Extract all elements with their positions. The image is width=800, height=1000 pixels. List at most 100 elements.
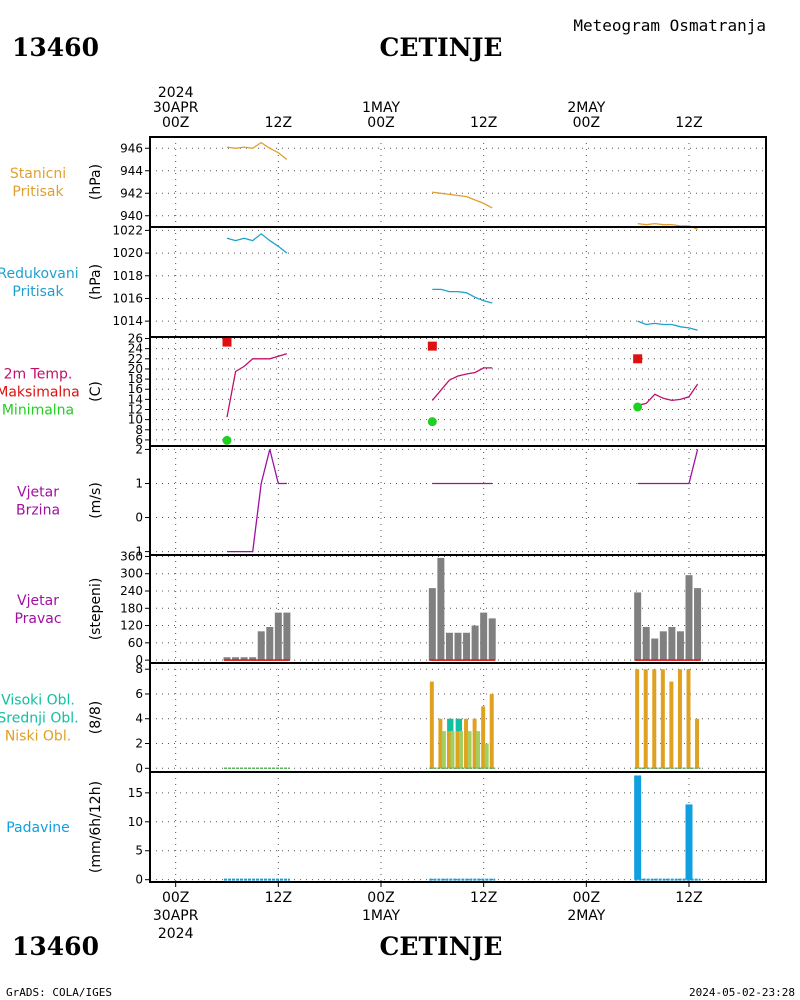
tmin-marker-1 [427,417,437,427]
y-tick-label: 2 [135,737,143,751]
series-line-0 [226,353,288,418]
series-line-1 [432,191,493,209]
bar-17 [642,627,650,661]
station-name-bottom: CETINJE [380,932,503,961]
y-tick-label: 10 [128,413,143,427]
panel-label: Padavine [6,820,70,836]
panel-label: Stanicni [10,166,66,182]
top-tick-label: 12Z [470,115,497,131]
bar-3 [249,657,257,661]
cloud-low-bar-2 [446,718,451,769]
bar-21 [676,631,684,661]
y-axis-label: (8/8) [88,701,104,734]
y-tick-label: 940 [120,209,143,223]
y-tick-label: 1020 [112,246,143,260]
panel-label: Vjetar [17,593,59,609]
bar-23 [694,588,702,661]
series-line-2 [637,320,698,331]
panel-3: -1 0 1 2 (m/s) Vjetar Brzina [16,442,767,559]
cloud-mid-bar-0 [441,731,446,769]
y-tick-label: 22 [128,352,143,366]
panel-6: 0 5 10 15 (mm/6h/12h) Padavine [6,771,767,887]
y-axis-label: (m/s) [88,482,104,519]
top-tick-label: 1MAY [362,100,400,116]
chart-title: Meteogram Osmatranja [573,16,766,35]
y-tick-label: 944 [120,164,143,178]
y-tick-label: 1022 [112,223,143,237]
cloud-low-bar-5 [472,718,477,769]
y-tick-label: 1016 [112,291,143,305]
cloud-low-bar-10 [652,669,657,769]
y-axis-label: (hPa) [88,264,104,300]
bar-2 [240,657,248,661]
y-tick-label: 8 [135,662,143,676]
bar-1 [232,657,240,661]
y-tick-label: 15 [128,786,143,800]
bar-1 [685,804,693,880]
bar-16 [634,592,642,661]
bottom-tick-label: 2MAY [567,908,605,924]
y-tick-label: 2 [135,442,143,456]
cloud-mid-bar-5 [484,743,489,769]
top-tick-label: 00Z [162,115,189,131]
bar-12 [463,632,471,661]
bar-0 [223,657,231,661]
series-line-1 [431,367,493,401]
panel-frame [149,445,767,556]
panel-label: Pritisak [12,284,64,300]
y-tick-label: 0 [135,873,143,887]
cloud-low-bar-0 [429,681,434,769]
y-tick-label: 14 [128,392,143,406]
cloud-low-bar-3 [455,718,460,769]
bar-9 [437,557,445,661]
panel-0: 940 942 944 946 (hPa) Stanicni Pritisak [10,136,767,230]
y-tick-label: 180 [120,601,143,615]
panel-frame [149,226,767,338]
bar-18 [651,638,659,661]
cloud-high-bar-1 [456,718,462,732]
bar-15 [488,618,496,661]
top-tick-label: 2024 [158,85,194,101]
top-tick-label: 00Z [573,115,600,131]
y-tick-label: 0 [135,761,143,775]
panel-label: Pravac [14,611,61,627]
y-axis-label: (hPa) [88,164,104,200]
bottom-tick-label: 2024 [158,926,194,942]
bar-20 [668,627,676,661]
bar-8 [428,588,436,661]
bottom-tick-label: 30APR [153,908,199,924]
y-tick-label: 120 [120,619,143,633]
y-tick-label: 6 [135,687,143,701]
panel-label: Maksimalna [0,385,80,401]
panel-label: Minimalna [2,403,74,419]
panel-label: Vjetar [17,485,59,501]
tmax-marker-2 [633,354,643,364]
panel-5: 0 2 4 6 8 (8/8) Visoki Obl. Srednji Obl. Niski O… [0,662,767,775]
top-tick-label: 12Z [675,115,702,131]
y-tick-label: 1 [135,476,143,490]
y-tick-label: 18 [128,372,143,386]
y-tick-label: 26 [128,332,143,346]
timestamp-text: 2024-05-02-23:28 [689,986,795,999]
y-tick-label: 10 [128,815,143,829]
bar-7 [283,612,291,661]
cloud-mid-bar-4 [476,731,481,769]
y-tick-label: 946 [120,141,143,155]
bottom-time-axis: 00Z 30APR 2024 12Z 00Z 1MAY 12Z 00Z 2MAY 12Z [153,882,703,942]
y-tick-label: 8 [135,423,143,437]
panel-label: Pritisak [12,184,64,200]
y-tick-label: 6 [135,433,143,447]
cloud-low-bar-9 [643,669,648,769]
panel-frame [149,336,767,447]
cloud-mid-bar-3 [467,731,472,769]
tmin-marker-0 [222,435,232,445]
panel-label: Niski Obl. [5,729,71,745]
panel-1: 1014 1016 1018 1020 1022 (hPa) Redukovani Priti… [0,223,767,338]
panel-4: 0 60 120 180 240 300 360 (stepeni) Vjetar Pravac [14,549,767,667]
series-line-0 [226,141,288,161]
series-line-2 [637,449,699,485]
cloud-mid-bar-1 [450,731,455,769]
tmax-marker-1 [427,341,437,351]
tmax-marker-0 [222,337,232,347]
